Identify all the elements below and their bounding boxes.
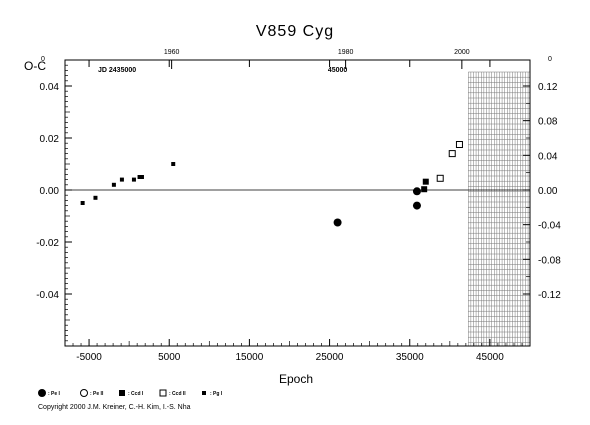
- point-pg-i: [171, 162, 176, 166]
- x-tick-label: 25000: [316, 352, 344, 363]
- top-axis-right-exponent: 0: [548, 56, 552, 63]
- legend: : Pe I : Pe II : Ccd I : Ccd II : Pg I: [38, 389, 223, 397]
- point-pg-i: [80, 201, 85, 205]
- y-tick-label: 0.02: [40, 134, 60, 145]
- y-tick-label: -0.04: [36, 290, 59, 301]
- legend-label: : Pe I: [48, 391, 61, 397]
- point-pg-i: [139, 175, 144, 179]
- plot-frame: [64, 59, 531, 347]
- point-ccd-ii: [455, 141, 463, 148]
- year-label: 2000: [454, 49, 470, 56]
- x-tick-label: 35000: [396, 352, 424, 363]
- y-right-tick-label: 0.12: [538, 82, 558, 93]
- top-axis-jd-label: JD 2435000: [98, 67, 136, 74]
- point-ccd-ii: [448, 150, 456, 158]
- year-label: 1980: [338, 49, 354, 56]
- legend-label: : Ccd I: [128, 391, 144, 397]
- point-ccd-i: [421, 186, 428, 193]
- copyright-notice: Copyright 2000 J.M. Kreiner, C.-H. Kim, …: [38, 404, 191, 411]
- x-tick-label: 5000: [158, 352, 181, 363]
- chart-title: V859 Cyg: [256, 23, 334, 40]
- point-pg-i: [111, 182, 116, 187]
- y-right-tick-label: 0.00: [538, 186, 558, 197]
- y-right-tick-label: -0.08: [538, 255, 561, 266]
- x-tick-label: 15000: [235, 352, 263, 363]
- legend-label: : Pe II: [90, 391, 104, 397]
- legend-marker: [202, 391, 206, 395]
- y-right-tick-label: -0.12: [538, 290, 561, 301]
- point-pg-i: [93, 195, 98, 200]
- top-axis-left-exponent: 0: [41, 56, 45, 63]
- legend-marker: [80, 389, 88, 397]
- y-tick-label: 0.04: [40, 82, 60, 93]
- year-label: 1960: [164, 49, 180, 56]
- legend-marker: [38, 389, 46, 397]
- data-points: [80, 141, 463, 227]
- legend-label: : Ccd II: [169, 391, 186, 397]
- x-tick-label: -5000: [76, 352, 102, 363]
- shaded-region-bg: [468, 72, 530, 346]
- legend-marker: [119, 390, 125, 396]
- point-pe-i: [333, 218, 342, 227]
- point-pg-i: [131, 177, 136, 182]
- jd-mid-label: 45000: [328, 67, 348, 74]
- y-tick-label: -0.02: [36, 238, 59, 249]
- axes: -5000 5000 15000 25000 35000 45000 -0.04 -0.02 0…: [36, 49, 561, 363]
- point-pe-i: [412, 187, 421, 196]
- point-pg-i: [119, 177, 124, 182]
- y-right-tick-label: 0.08: [538, 117, 558, 128]
- point-ccd-ii: [436, 174, 444, 182]
- y-right-tick-label: -0.04: [538, 221, 561, 232]
- legend-label: : Pg I: [210, 391, 223, 397]
- x-tick-label: 45000: [476, 352, 504, 363]
- point-pe-i: [412, 201, 421, 210]
- y-tick-label: 0.00: [40, 186, 60, 197]
- point-ccd-i: [422, 178, 429, 185]
- x-axis-title: Epoch: [279, 372, 313, 386]
- shaded-region: [468, 71, 530, 346]
- point-pg-i: [137, 175, 142, 179]
- y-axis-title: O-C: [24, 59, 46, 73]
- legend-marker: [159, 389, 167, 397]
- y-right-tick-label: 0.04: [538, 151, 558, 162]
